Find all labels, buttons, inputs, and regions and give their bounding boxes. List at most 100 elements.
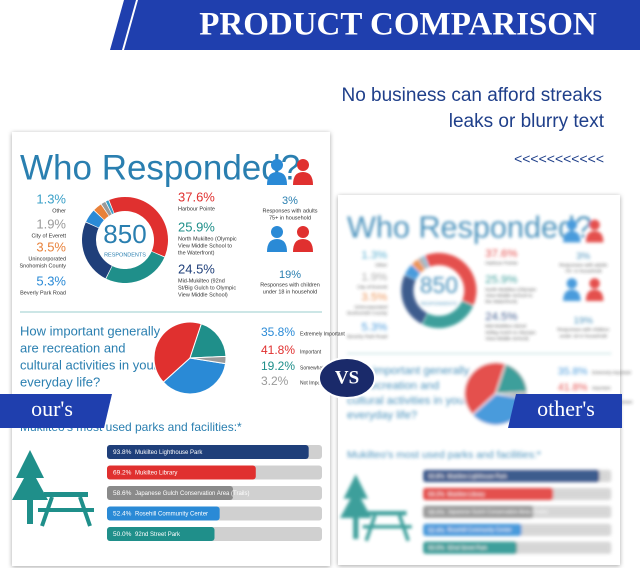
question: How important generally xyxy=(347,365,470,377)
household-text: 75+ in household xyxy=(269,215,311,221)
pie-slice xyxy=(189,355,227,365)
area-percent: 1.3% xyxy=(361,250,387,262)
importance-percent: 19.2% xyxy=(261,359,295,373)
person-head xyxy=(297,159,309,171)
table-legs xyxy=(364,514,410,542)
question: everyday life? xyxy=(347,410,417,422)
donut-segment xyxy=(106,251,165,283)
bar xyxy=(423,469,600,483)
bar-percent: 50.0% xyxy=(428,546,444,552)
total-label: RESPONDENTS xyxy=(104,252,146,258)
bar-name: Japanese Gulch Conservation Area (Trails… xyxy=(135,491,250,497)
household-percent: 3% xyxy=(282,195,298,207)
bar-name: Mukilteo Lighthouse Park xyxy=(448,474,507,480)
area-name: the Waterfront) xyxy=(178,250,215,256)
importance-percent: 35.8% xyxy=(558,366,588,378)
area-name: City of Everett xyxy=(357,284,388,290)
ours-label: our's xyxy=(31,396,73,421)
total-label: RESPONDENTS xyxy=(421,301,458,307)
area-name: View Middle School) xyxy=(485,336,529,342)
area-name: Beverly Park Road xyxy=(347,334,387,340)
bar xyxy=(107,506,220,521)
bar-percent: 69.2% xyxy=(428,492,444,498)
tree-trunk xyxy=(353,518,359,539)
area-name: Other xyxy=(375,262,387,268)
area-name: Mid-Mukilteo (92nd xyxy=(178,278,225,284)
badges: our's other's VS xyxy=(0,357,622,428)
bar-name: Japanese Gulch Conservation Area (Trails… xyxy=(448,510,548,516)
area-name: the Waterfront) xyxy=(485,299,517,305)
bar xyxy=(107,445,309,459)
area-percent: 3.5% xyxy=(361,292,387,304)
arrows: <<<<<<<<<<< xyxy=(514,151,604,167)
donut-segment xyxy=(422,255,430,268)
person-body xyxy=(585,231,604,243)
area-name: Snohomish County xyxy=(20,263,67,269)
title: Who Responded? xyxy=(20,148,300,187)
table-seat xyxy=(38,508,94,512)
area-name: City of Everett xyxy=(31,233,66,239)
question: cultural activities in your xyxy=(347,395,468,407)
pie-slice xyxy=(162,357,227,395)
pie-slice xyxy=(189,323,227,359)
table-legs xyxy=(40,496,92,527)
area-name: Beverly Park Road xyxy=(20,290,66,296)
bar-name: 92nd Street Park xyxy=(448,546,488,552)
person-head xyxy=(566,278,578,289)
area-percent: 3.5% xyxy=(36,239,66,254)
blurred-infographic: Who Responded? 850 RESPONDENTS 37.6%Harbour… xyxy=(340,210,633,554)
area-name: View Middle School) xyxy=(178,292,228,298)
area-percent: 5.3% xyxy=(361,321,387,333)
tagline: No business can afford streaks xyxy=(341,85,602,106)
question: everyday life? xyxy=(20,374,100,389)
tree xyxy=(12,450,48,500)
household-text: under 18 in household xyxy=(263,289,317,295)
area-name: Mid-Mukilteo (92nd xyxy=(485,324,526,330)
area-name: Other xyxy=(52,208,66,214)
person-body xyxy=(563,231,581,243)
importance-name: Important xyxy=(592,386,611,391)
bar xyxy=(423,505,534,518)
tree xyxy=(340,474,372,518)
area-name: Harbour Pointe xyxy=(178,206,215,212)
household-text: under 18 in household xyxy=(560,333,608,339)
donut-segment xyxy=(404,264,421,280)
ours-badge xyxy=(0,394,112,428)
bar xyxy=(107,465,256,480)
importance-name: Important xyxy=(300,349,322,355)
donut-segment xyxy=(109,197,168,257)
table-top xyxy=(368,511,407,516)
bar-percent: 58.6% xyxy=(113,490,132,497)
area-percent: 1.9% xyxy=(36,216,66,231)
bar-percent: 69.2% xyxy=(113,470,132,477)
donut-segment xyxy=(105,200,114,214)
bar-name: 92nd Street Park xyxy=(135,532,181,538)
total: 850 xyxy=(420,272,458,298)
bar xyxy=(107,486,233,500)
total: 850 xyxy=(103,219,146,249)
area-name: North Mukilteo (Olympic xyxy=(485,287,537,293)
donut-segment xyxy=(401,275,428,325)
importance-name: Extremely Important xyxy=(300,331,345,337)
banner xyxy=(124,0,640,50)
tree-trunk xyxy=(27,500,33,524)
person-body xyxy=(293,172,313,185)
area-name: North Mukilteo (Olympic xyxy=(178,236,237,242)
area-percent: 25.9% xyxy=(485,274,517,286)
bar-percent: 52.4% xyxy=(113,511,132,518)
bar-name: Mukilteo Lighthouse Park xyxy=(135,450,203,456)
person-head xyxy=(566,219,578,231)
area-percent: 1.3% xyxy=(36,191,66,206)
donut-segment xyxy=(418,257,428,270)
area-name: Snohomish County xyxy=(347,311,388,317)
donut-segment xyxy=(82,222,112,279)
person-head xyxy=(271,159,283,171)
person-head xyxy=(271,226,283,238)
parks-title: Mukilteo's most used parks and facilitie… xyxy=(347,449,541,461)
person-head xyxy=(589,219,600,231)
banner-title: PRODUCT COMPARISON xyxy=(199,7,597,43)
area-name: View Middle School to xyxy=(485,293,532,299)
donut-segment xyxy=(101,201,112,216)
household-text: Responses with children xyxy=(557,327,609,333)
